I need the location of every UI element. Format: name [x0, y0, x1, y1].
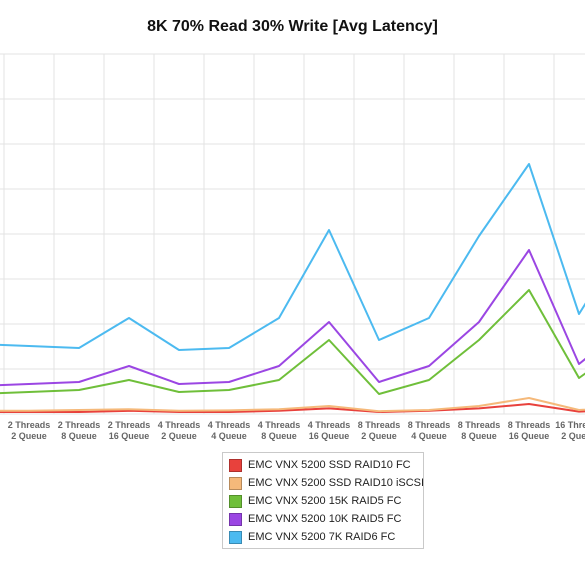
legend-item: EMC VNX 5200 10K RAID5 FC — [223, 510, 423, 528]
legend-swatch — [229, 494, 242, 508]
x-tick-label: 2 Threads 16 Queue — [108, 420, 151, 441]
legend-swatch — [229, 512, 242, 526]
legend-label: EMC VNX 5200 SSD RAID10 iSCSI — [248, 477, 425, 489]
series-line-2 — [0, 289, 585, 395]
legend-swatch — [229, 476, 242, 490]
chart-title: 8K 70% Read 30% Write [Avg Latency] — [147, 18, 438, 35]
series-line-0 — [0, 403, 585, 413]
x-tick-label: 4 Threads 4 Queue — [208, 420, 251, 441]
legend-label: EMC VNX 5200 15K RAID5 FC — [248, 495, 402, 507]
legend-item: EMC VNX 5200 7K RAID6 FC — [223, 528, 423, 546]
legend-swatch — [229, 530, 242, 544]
series-line-1 — [0, 397, 585, 413]
legend-item: EMC VNX 5200 15K RAID5 FC — [223, 492, 423, 510]
legend-item: EMC VNX 5200 SSD RAID10 iSCSI — [223, 474, 425, 492]
legend-label: EMC VNX 5200 7K RAID6 FC — [248, 531, 396, 543]
x-tick-label: 4 Threads 16 Queue — [308, 420, 351, 441]
series-line-4 — [0, 163, 585, 351]
x-tick-label: 8 Threads 2 Queue — [358, 420, 401, 441]
chart-legend: EMC VNX 5200 SSD RAID10 FC EMC VNX 5200 S… — [222, 452, 424, 549]
legend-label: EMC VNX 5200 SSD RAID10 FC — [248, 459, 411, 471]
legend-swatch — [229, 458, 242, 472]
series-lines — [0, 163, 585, 413]
x-tick-label: 2 Threads 2 Queue — [8, 420, 51, 441]
x-tick-label: 4 Threads 8 Queue — [258, 420, 301, 441]
x-tick-label: 8 Threads 16 Queue — [508, 420, 551, 441]
x-tick-label: 2 Threads 8 Queue — [58, 420, 101, 441]
legend-item: EMC VNX 5200 SSD RAID10 FC — [223, 456, 423, 474]
x-tick-label: 8 Threads 4 Queue — [408, 420, 451, 441]
x-tick-label: 4 Threads 2 Queue — [158, 420, 201, 441]
series-line-3 — [0, 249, 585, 387]
grid-lines — [0, 53, 585, 415]
x-tick-label: 8 Threads 8 Queue — [458, 420, 501, 441]
legend-label: EMC VNX 5200 10K RAID5 FC — [248, 513, 402, 525]
